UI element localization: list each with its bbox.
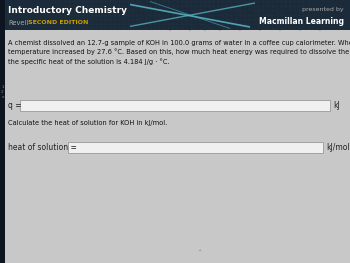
- Text: Calculate the heat of solution for KOH in kJ/mol.: Calculate the heat of solution for KOH i…: [8, 120, 167, 126]
- Bar: [0, 30, 350, 263]
- Text: q =: q =: [8, 100, 22, 109]
- Bar: [0, 0, 350, 30]
- Text: kJ/mol: kJ/mol: [326, 143, 350, 151]
- Text: kJ: kJ: [333, 101, 340, 110]
- Text: Macmillan Learning: Macmillan Learning: [259, 17, 344, 26]
- Bar: [20, 100, 330, 111]
- Bar: [0, 0, 5, 263]
- Text: ‸: ‸: [199, 245, 201, 251]
- Text: SECOND EDITION: SECOND EDITION: [28, 20, 88, 25]
- Text: heat of solution =: heat of solution =: [8, 143, 77, 151]
- Text: Introductory Chemistry: Introductory Chemistry: [8, 6, 127, 15]
- Bar: [68, 142, 323, 153]
- Text: A chemist dissolved an 12.7-g sample of KOH in 100.0 grams of water in a coffee : A chemist dissolved an 12.7-g sample of …: [8, 40, 350, 65]
- Text: 1
2
o: 1 2 o: [1, 85, 4, 99]
- Text: presented by: presented by: [302, 7, 344, 12]
- Text: Revell: Revell: [8, 20, 28, 26]
